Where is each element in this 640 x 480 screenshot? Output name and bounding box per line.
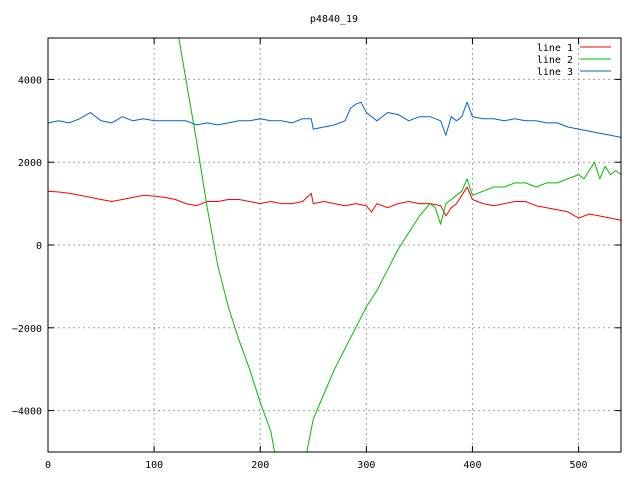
- y-tick-label: −4000: [12, 407, 42, 418]
- y-tick-label: 0: [36, 241, 42, 252]
- x-tick-label: 500: [570, 460, 588, 471]
- legend-label: line 3: [537, 67, 573, 78]
- y-tick-label: 2000: [18, 158, 42, 169]
- y-tick-label: 4000: [18, 75, 42, 86]
- x-tick-label: 300: [357, 460, 375, 471]
- series-line-1: [48, 186, 621, 221]
- x-tick-label: 400: [463, 460, 481, 471]
- series-line-2: [178, 38, 621, 452]
- series-line-3: [48, 101, 621, 138]
- y-tick-label: −2000: [12, 324, 42, 335]
- x-tick-label: 100: [145, 460, 163, 471]
- chart-title: p4840_19: [310, 14, 358, 25]
- tick-layer: 0 100 200 300 400 500 −4000 −2000 0 2000 4000: [12, 38, 621, 471]
- plot-frame: [47, 37, 622, 453]
- x-tick-label: 200: [251, 460, 269, 471]
- x-tick-label: 0: [45, 460, 51, 471]
- legend-label: line 1: [537, 43, 573, 54]
- legend-label: line 2: [537, 55, 573, 66]
- series-layer: [48, 38, 621, 452]
- grid-layer: [48, 38, 621, 452]
